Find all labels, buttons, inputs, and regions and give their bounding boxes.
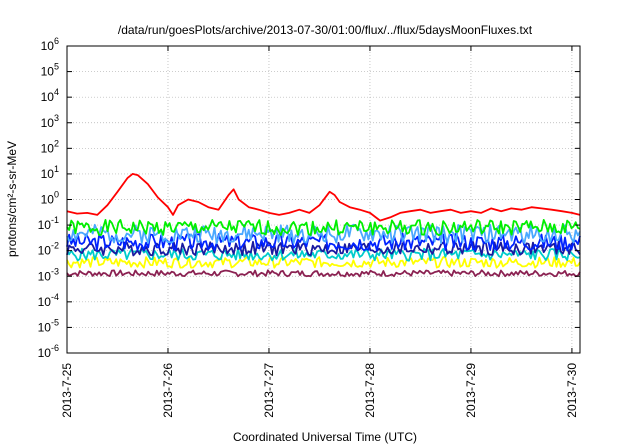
y-tick-base: 10 <box>41 90 55 104</box>
y-axis-label: protons/cm²-s-sr-MeV <box>5 141 19 257</box>
y-tick-label: 105 <box>41 62 59 79</box>
y-tick-base: 10 <box>38 346 52 360</box>
y-tick-label: 103 <box>41 113 59 130</box>
y-tick-label: 102 <box>41 138 59 155</box>
series-line <box>66 223 581 245</box>
y-tick-exponent: -1 <box>51 215 59 225</box>
y-tick-exponent: -5 <box>51 317 59 327</box>
x-tick-label: 2013-7-29 <box>464 363 478 418</box>
y-tick-base: 10 <box>38 244 52 258</box>
y-tick-base: 10 <box>41 193 55 207</box>
y-tick-label: 10-6 <box>38 343 59 360</box>
y-tick-label: 10-2 <box>38 241 59 258</box>
y-tick-base: 10 <box>41 116 55 130</box>
x-axis-ticks: 2013-7-25 2013-7-26 2013-7-27 2013-7-28 2013… <box>60 46 579 418</box>
y-tick-exponent: 6 <box>54 36 59 46</box>
y-tick-exponent: 2 <box>54 138 59 148</box>
y-tick-label: 10-3 <box>38 266 59 283</box>
y-tick-exponent: 5 <box>54 62 59 72</box>
series-line <box>66 218 581 237</box>
series-line <box>66 256 581 269</box>
y-tick-base: 10 <box>41 141 55 155</box>
y-tick-exponent: 0 <box>54 190 59 200</box>
y-tick-exponent: -2 <box>51 241 59 251</box>
y-tick-label: 10-1 <box>38 215 59 232</box>
y-tick-exponent: 3 <box>54 113 59 123</box>
y-tick-base: 10 <box>38 218 52 232</box>
y-tick-exponent: -3 <box>51 266 59 276</box>
series-layer <box>66 172 581 278</box>
y-tick-label: 10-4 <box>38 292 59 309</box>
y-tick-base: 10 <box>38 320 52 334</box>
chart-grid <box>67 46 580 353</box>
series-line <box>66 269 581 278</box>
y-tick-label: 101 <box>41 164 59 181</box>
x-tick-label: 2013-7-28 <box>363 363 377 418</box>
x-tick-label: 2013-7-30 <box>565 363 579 418</box>
y-tick-label: 106 <box>41 36 59 53</box>
y-tick-base: 10 <box>38 269 52 283</box>
y-tick-label: 100 <box>41 190 59 207</box>
y-tick-base: 10 <box>41 167 55 181</box>
y-tick-exponent: 1 <box>54 164 59 174</box>
y-tick-exponent: -6 <box>51 343 59 353</box>
chart-title: /data/run/goesPlots/archive/2013-07-30/0… <box>118 23 533 37</box>
x-tick-label: 2013-7-25 <box>60 363 74 418</box>
y-tick-base: 10 <box>41 39 55 53</box>
y-tick-label: 104 <box>41 87 59 104</box>
y-tick-label: 10-5 <box>38 317 59 334</box>
series-line <box>66 172 581 222</box>
series-line <box>66 240 581 257</box>
x-tick-label: 2013-7-26 <box>161 363 175 418</box>
x-axis-label: Coordinated Universal Time (UTC) <box>233 430 417 444</box>
y-tick-exponent: -4 <box>51 292 59 302</box>
y-tick-base: 10 <box>41 65 55 79</box>
y-tick-exponent: 4 <box>54 87 59 97</box>
y-tick-base: 10 <box>38 295 52 309</box>
x-tick-label: 2013-7-27 <box>262 363 276 418</box>
y-axis-ticks: 10-610-510-410-310-210-11001011021031041… <box>38 36 580 360</box>
